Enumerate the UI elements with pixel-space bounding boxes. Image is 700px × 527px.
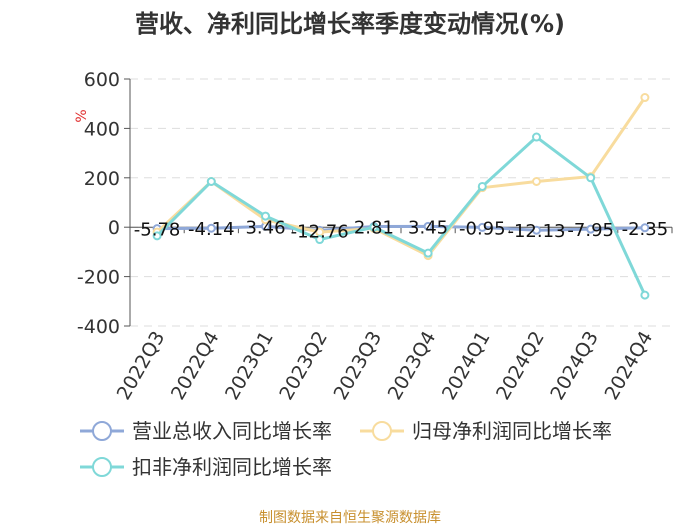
data-point	[423, 248, 433, 258]
legend-swatch-marker	[92, 421, 112, 441]
y-tick-label: -400	[77, 316, 120, 338]
data-point	[206, 177, 216, 187]
data-point	[315, 235, 325, 245]
data-point	[477, 222, 487, 232]
chart-title: 营收、净利同比增长率季度变动情况(%)	[135, 10, 565, 38]
data-point	[586, 173, 596, 183]
x-category-label: 2023Q4	[384, 328, 441, 404]
data-point	[261, 211, 270, 221]
x-category-label: 2024Q1	[438, 328, 495, 404]
legend-label: 扣非净利润同比增长率	[132, 455, 332, 479]
legend-label: 营业总收入同比增长率	[132, 419, 332, 443]
series-line	[156, 96, 647, 258]
legend-swatch-marker	[372, 421, 392, 441]
y-tick-label: 0	[108, 217, 120, 239]
data-point	[369, 222, 379, 232]
data-label: -12.76	[291, 221, 349, 242]
data-point	[586, 224, 596, 234]
y-tick-label: -200	[77, 267, 120, 289]
x-category-label: 2023Q3	[329, 328, 386, 404]
x-category-label: 2022Q4	[167, 328, 224, 404]
data-label: -2.35	[622, 219, 669, 240]
data-label: 3.46	[245, 217, 285, 238]
source-note: 制图数据来自恒生聚源数据库	[259, 510, 441, 526]
series-line	[156, 135, 647, 296]
series-lines	[152, 93, 650, 300]
data-point	[152, 231, 162, 241]
data-point	[206, 223, 216, 233]
x-category-label: 2024Q2	[492, 328, 549, 404]
data-point	[532, 132, 541, 142]
data-label: -4.14	[188, 219, 235, 240]
x-category-label: 2023Q2	[275, 328, 332, 404]
y-axis-unit: %	[74, 109, 90, 122]
x-category-label: 2024Q3	[546, 328, 603, 404]
x-category-label: 2023Q1	[221, 328, 278, 404]
legend-swatch-marker	[92, 457, 112, 477]
data-point	[532, 225, 541, 235]
data-label: -7.95	[567, 220, 614, 241]
y-tick-label: 200	[84, 168, 120, 190]
y-tick-label: 400	[84, 118, 120, 140]
data-point	[640, 93, 650, 103]
data-labels: -5.78 -4.14 3.46 -12.76 2.81 3.45 -0.95 -12.13-…	[134, 217, 668, 242]
data-label: 2.81	[354, 218, 394, 239]
data-label: -12.13	[507, 221, 565, 242]
y-tick-label: 600	[84, 69, 120, 91]
data-point	[477, 181, 487, 191]
data-label: 3.45	[408, 217, 448, 238]
data-point	[640, 290, 650, 300]
x-category-label: 2024Q4	[600, 328, 657, 404]
x-category-label: 2022Q3	[113, 328, 170, 404]
data-point	[532, 177, 541, 187]
data-label: -5.78	[134, 220, 181, 241]
legend-label: 归母净利润同比增长率	[412, 419, 612, 443]
data-label: -0.95	[459, 218, 506, 239]
grid-lines	[130, 78, 672, 327]
data-point	[423, 221, 433, 231]
series-line	[157, 224, 645, 232]
data-point	[640, 223, 650, 233]
